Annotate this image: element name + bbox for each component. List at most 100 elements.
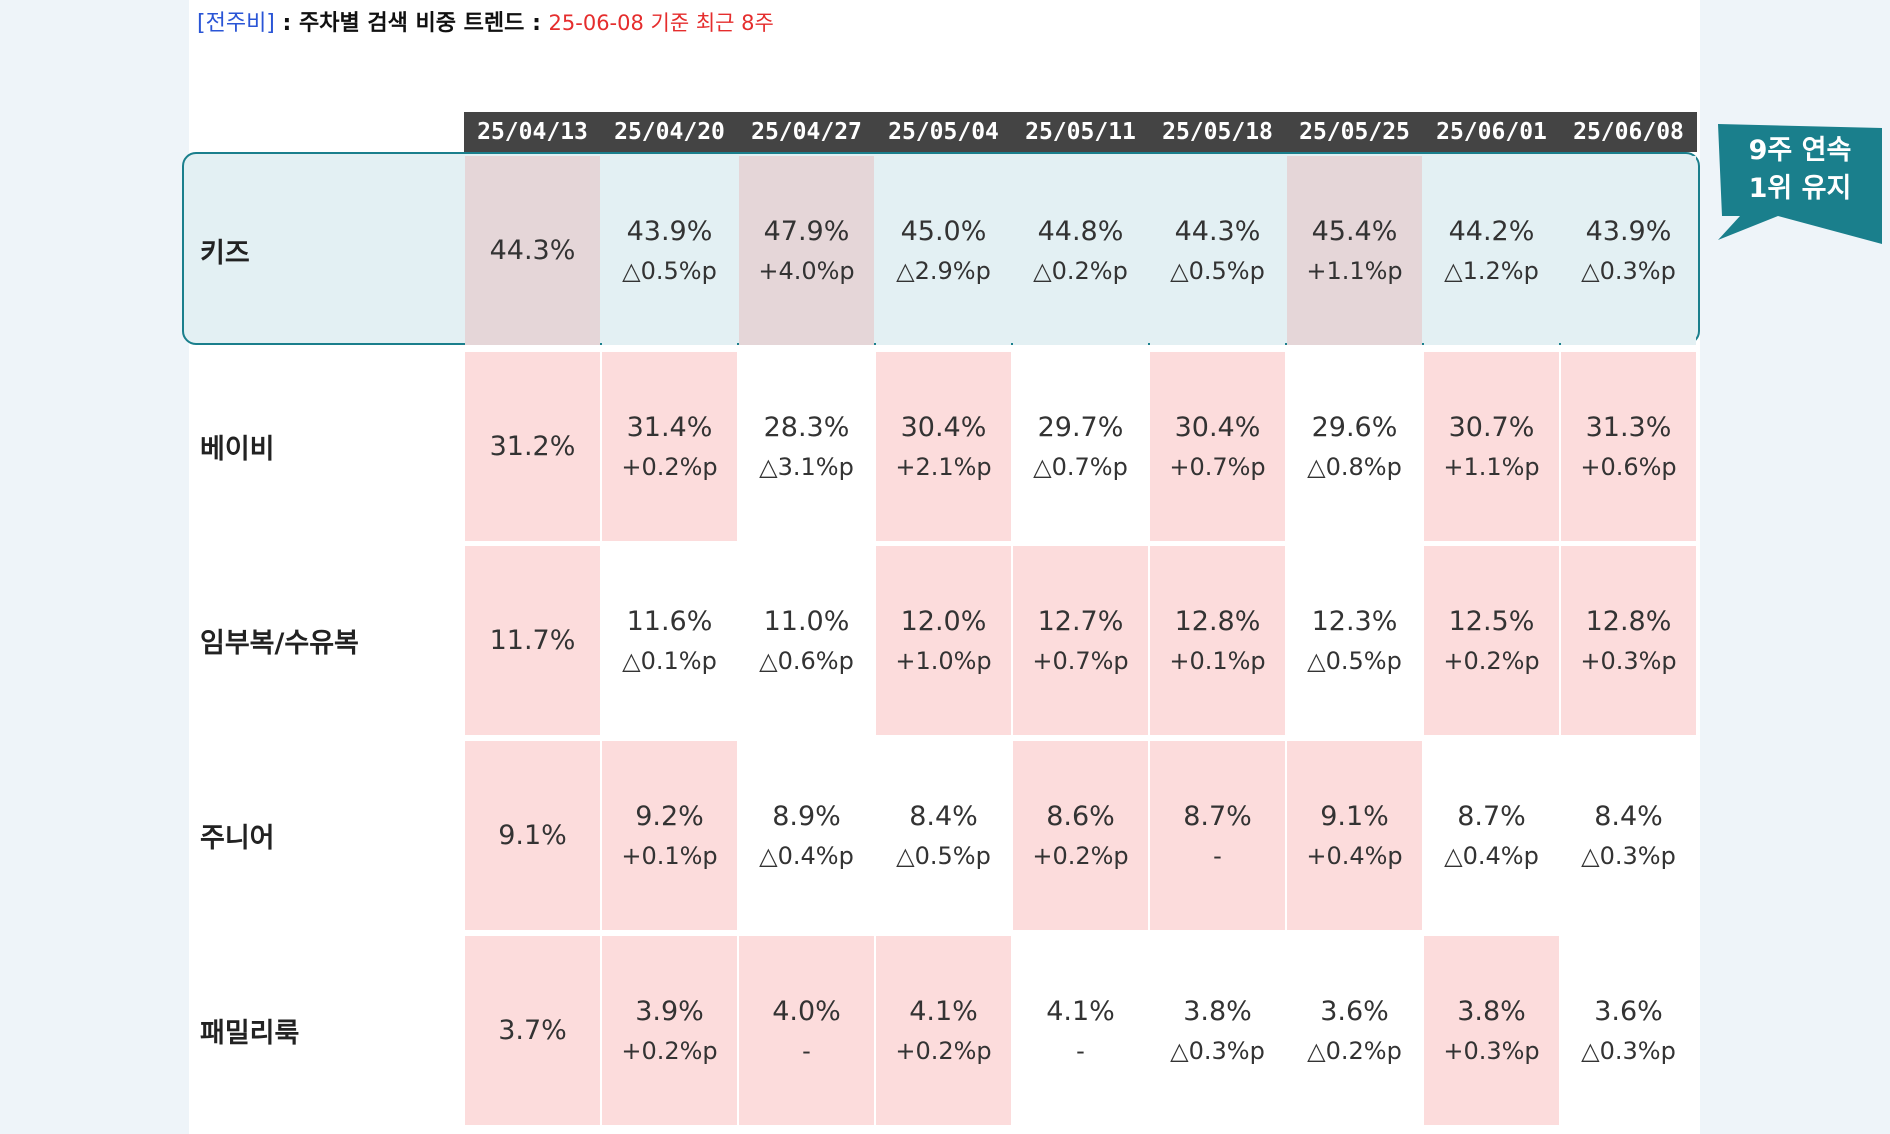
share-value: 9.1% [498, 819, 567, 851]
change-value: △0.4%p [1444, 841, 1539, 870]
callout-line-2: 1위 유지 [1748, 173, 1852, 204]
row-label: 베이비 [200, 434, 275, 465]
share-value: 11.6% [626, 605, 713, 637]
table-cell: 9.1% [465, 741, 600, 930]
change-value: △0.5%p [1170, 256, 1265, 285]
share-value: 30.7% [1448, 411, 1535, 443]
change-value: △0.3%p [1581, 1036, 1676, 1065]
change-value: +0.7%p [1032, 646, 1129, 675]
change-value: △0.2%p [1033, 256, 1128, 285]
table-cell: 8.7% - [1150, 741, 1285, 930]
change-value: △0.3%p [1581, 256, 1676, 285]
share-value: 44.3% [1174, 215, 1261, 247]
callout-flag-shape [1718, 124, 1882, 244]
column-header: 25/06/08 [1560, 112, 1697, 152]
table-cell: 45.4% +1.1%p [1287, 156, 1422, 345]
share-value: 12.8% [1585, 605, 1672, 637]
title-text: 주차별 검색 비중 트렌드 [299, 11, 525, 36]
change-value: △0.5%p [622, 256, 717, 285]
share-value: 44.3% [489, 234, 576, 266]
column-header: 25/05/18 [1149, 112, 1286, 152]
table-cell: 31.3% +0.6%p [1561, 352, 1696, 541]
row-label: 패밀리룩 [200, 1018, 300, 1049]
table-cell: 12.7% +0.7%p [1013, 546, 1148, 735]
change-value: +0.2%p [621, 1036, 718, 1065]
table-cell: 44.2% △1.2%p [1424, 156, 1559, 345]
table-cell: 28.3% △3.1%p [739, 352, 874, 541]
table-cell: 30.4% +0.7%p [1150, 352, 1285, 541]
column-header: 25/05/25 [1286, 112, 1423, 152]
table-cell: 43.9% △0.3%p [1561, 156, 1696, 345]
column-header: 25/05/11 [1012, 112, 1149, 152]
share-value: 45.4% [1311, 215, 1398, 247]
column-header: 25/05/04 [875, 112, 1012, 152]
callout-flag [1718, 124, 1882, 244]
share-value: 31.4% [626, 411, 713, 443]
change-value: △0.5%p [1307, 646, 1402, 675]
share-value: 45.0% [900, 215, 987, 247]
share-value: 3.6% [1320, 995, 1389, 1027]
table-cell: 3.6% △0.3%p [1561, 936, 1696, 1125]
change-value: △0.2%p [1307, 1036, 1402, 1065]
change-value: - [1076, 1036, 1085, 1065]
share-value: 29.7% [1037, 411, 1124, 443]
table-cell: 8.7% △0.4%p [1424, 741, 1559, 930]
page-title: [전주비] : 주차별 검색 비중 트렌드 : 25-06-08 기준 최근 8… [197, 6, 774, 40]
share-value: 8.6% [1046, 800, 1115, 832]
share-value: 8.7% [1457, 800, 1526, 832]
change-value: +0.2%p [895, 1036, 992, 1065]
table-cell: 45.0% △2.9%p [876, 156, 1011, 345]
table-cell: 47.9% +4.0%p [739, 156, 874, 345]
change-value: △0.5%p [896, 841, 991, 870]
callout-line-1: 9주 연속 [1748, 135, 1852, 166]
table-cell: 12.3% △0.5%p [1287, 546, 1422, 735]
share-value: 11.0% [763, 605, 850, 637]
table-cell: 3.8% △0.3%p [1150, 936, 1285, 1125]
share-value: 4.1% [909, 995, 978, 1027]
change-value: +0.2%p [621, 452, 718, 481]
table-cell: 4.0% - [739, 936, 874, 1125]
table-cell: 12.8% +0.3%p [1561, 546, 1696, 735]
title-separator: : [274, 11, 300, 36]
table-cell: 3.7% [465, 936, 600, 1125]
table-cell: 3.6% △0.2%p [1287, 936, 1422, 1125]
table-cell: 11.6% △0.1%p [602, 546, 737, 735]
share-value: 11.7% [489, 624, 576, 656]
share-value: 9.2% [635, 800, 704, 832]
column-header: 25/04/20 [601, 112, 738, 152]
change-value: △0.8%p [1307, 452, 1402, 481]
change-value: +0.3%p [1443, 1036, 1540, 1065]
change-value: +0.3%p [1580, 646, 1677, 675]
comparison-tag: [전주비] [197, 11, 275, 36]
change-value: △0.4%p [759, 841, 854, 870]
table-cell: 3.9% +0.2%p [602, 936, 737, 1125]
change-value: △1.2%p [1444, 256, 1539, 285]
share-value: 4.0% [772, 995, 841, 1027]
share-value: 9.1% [1320, 800, 1389, 832]
table-cell: 31.4% +0.2%p [602, 352, 737, 541]
change-value: +0.7%p [1169, 452, 1266, 481]
share-value: 3.6% [1594, 995, 1663, 1027]
share-value: 31.3% [1585, 411, 1672, 443]
change-value: - [802, 1036, 811, 1065]
share-value: 28.3% [763, 411, 850, 443]
table-cell: 9.1% +0.4%p [1287, 741, 1422, 930]
share-value: 8.4% [1594, 800, 1663, 832]
table-cell: 8.6% +0.2%p [1013, 741, 1148, 930]
share-value: 43.9% [1585, 215, 1672, 247]
table-cell: 8.9% △0.4%p [739, 741, 874, 930]
share-value: 12.5% [1448, 605, 1535, 637]
share-value: 8.7% [1183, 800, 1252, 832]
change-value: △0.6%p [759, 646, 854, 675]
basis-date: 25-06-08 기준 최근 8주 [548, 11, 774, 35]
table-cell: 29.6% △0.8%p [1287, 352, 1422, 541]
share-value: 47.9% [763, 215, 850, 247]
change-value: +0.6%p [1580, 452, 1677, 481]
share-value: 43.9% [626, 215, 713, 247]
table-cell: 9.2% +0.1%p [602, 741, 737, 930]
table-cell: 44.3% [465, 156, 600, 345]
column-header: 25/04/27 [738, 112, 875, 152]
table-cell: 12.5% +0.2%p [1424, 546, 1559, 735]
change-value: +1.1%p [1306, 256, 1403, 285]
change-value: +0.1%p [1169, 646, 1266, 675]
